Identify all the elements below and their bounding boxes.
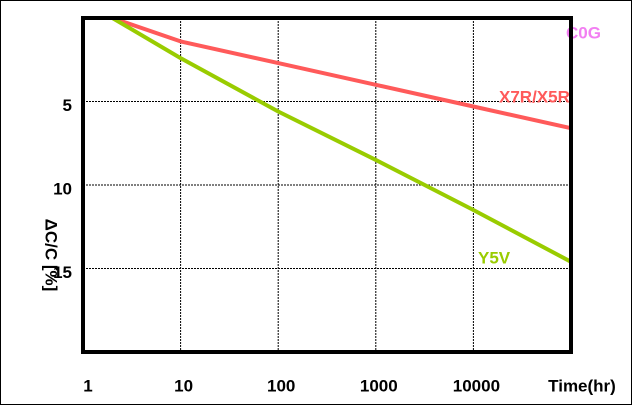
x-tick-label: 1000 [360,376,398,395]
x-tick-label: 1 [83,376,92,395]
x-tick-label: 100 [267,376,295,395]
y-tick-label: 15 [53,263,72,282]
x-tick-label: 10 [174,376,193,395]
series-line [111,16,572,131]
y-axis-label: ΔC/C [%] [42,219,61,292]
x-tick-label: 10000 [453,376,500,395]
series-label: Y5V [478,248,511,267]
series-line [111,16,572,264]
series-label: C0G [566,23,601,42]
x-axis-label: Time(hr) [548,376,616,395]
y-tick-label: 10 [53,179,72,198]
plot-border [81,16,573,354]
y-tick-label: 5 [63,96,72,115]
series-label: X7R/X5R [499,87,570,106]
